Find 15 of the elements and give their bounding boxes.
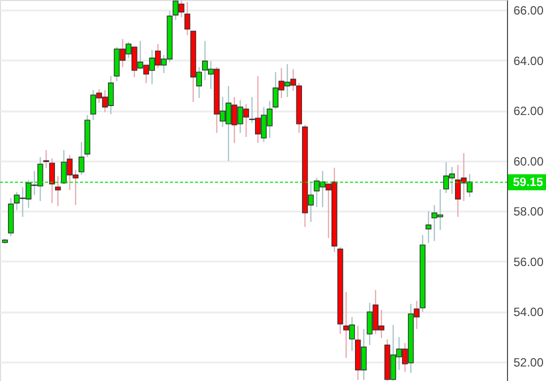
y-tick-label: 60.00	[514, 154, 544, 168]
ref-line-label: 59.15	[513, 175, 544, 190]
y-tick-label: 66.00	[514, 4, 544, 18]
y-tick-label: 58.00	[514, 204, 544, 219]
candlestick	[184, 1, 190, 36]
y-tick-label: 56.00	[514, 254, 544, 269]
y-tick-label: 54.00	[514, 305, 544, 320]
candlestick	[78, 141, 84, 176]
candlestick	[55, 175, 61, 207]
candlestick	[49, 158, 55, 204]
candlestick	[426, 210, 432, 244]
y-tick-label: 52.00	[514, 355, 544, 370]
y-tick-label: 64.00	[514, 54, 544, 68]
y-tick-label: 62.00	[514, 104, 544, 118]
candlestick	[43, 149, 50, 169]
